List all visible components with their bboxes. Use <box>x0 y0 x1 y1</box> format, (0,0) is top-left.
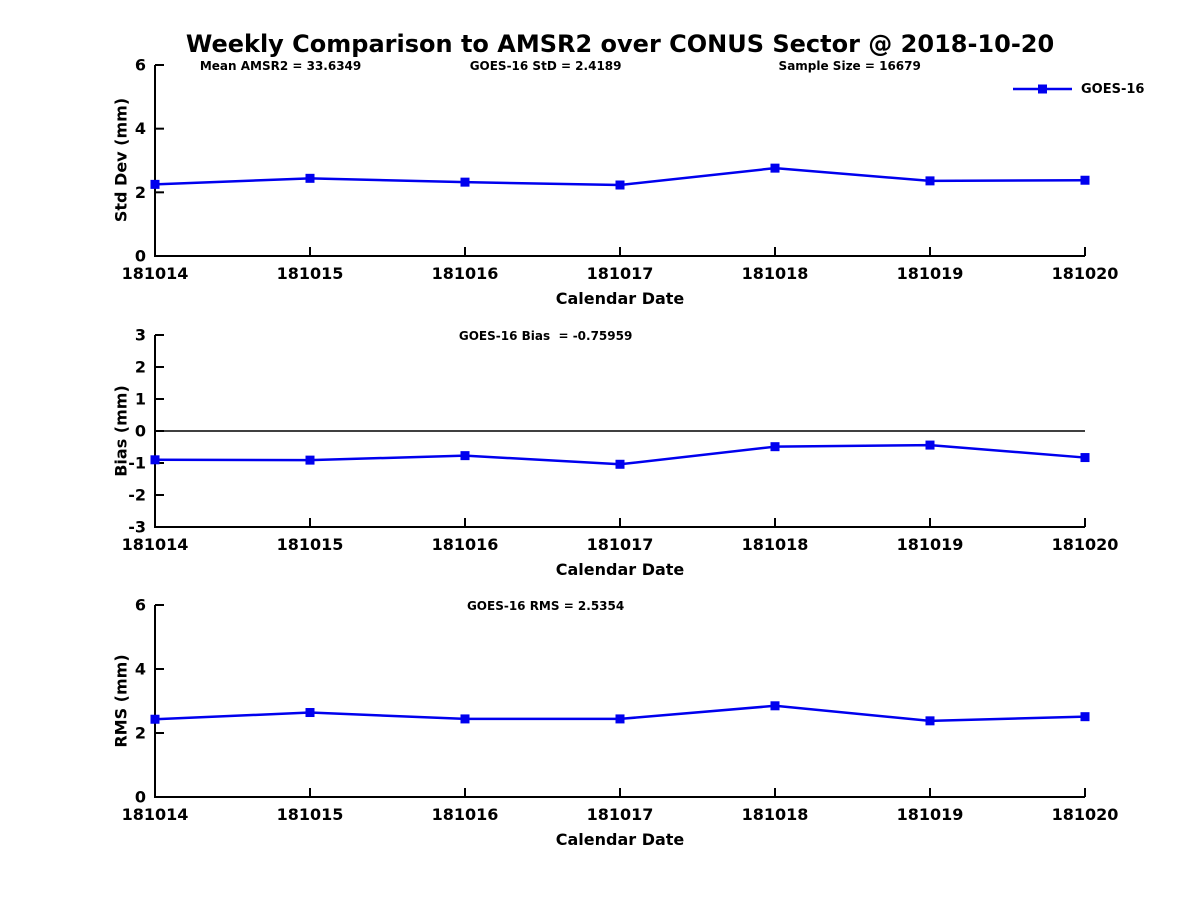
x-tick-label: 181015 <box>277 805 344 824</box>
x-tick-label: 181014 <box>122 535 189 554</box>
data-point-marker <box>615 714 625 724</box>
data-point-marker <box>615 180 625 190</box>
data-point-marker <box>615 459 625 469</box>
data-point-marker <box>1080 175 1090 185</box>
y-tick-label: -1 <box>128 454 146 473</box>
y-tick-label: 1 <box>135 390 146 409</box>
y-tick-label: 4 <box>135 660 146 679</box>
x-tick-label: 181015 <box>277 535 344 554</box>
x-tick-label: 181014 <box>122 264 189 283</box>
y-tick-label: 4 <box>135 119 146 138</box>
x-tick-label: 181018 <box>742 264 809 283</box>
y-axis-title-stddev: Std Dev (mm) <box>111 97 131 223</box>
x-tick-label: 181018 <box>742 805 809 824</box>
x-tick-label: 181020 <box>1052 264 1119 283</box>
x-tick-label: 181017 <box>587 535 654 554</box>
x-tick-label: 181018 <box>742 535 809 554</box>
x-tick-label: 181016 <box>432 535 499 554</box>
y-tick-label: 0 <box>135 247 146 266</box>
legend-line-sample-icon <box>1013 84 1072 94</box>
legend: GOES-16 <box>1012 80 1144 98</box>
data-point-marker <box>460 714 470 724</box>
x-axis-title-bias: Calendar Date <box>555 560 685 579</box>
x-tick-label: 181020 <box>1052 535 1119 554</box>
y-axis-title-bias: Bias (mm) <box>111 385 131 477</box>
figure-title: Weekly Comparison to AMSR2 over CONUS Se… <box>185 30 1055 58</box>
x-tick-label: 181017 <box>587 264 654 283</box>
y-tick-label: 2 <box>135 358 146 377</box>
data-point-marker <box>925 716 935 726</box>
chart-annotation: Sample Size = 16679 <box>778 59 921 73</box>
chart-annotation: GOES-16 Bias = -0.75959 <box>458 329 633 343</box>
y-tick-label: 6 <box>135 56 146 75</box>
data-point-marker <box>150 714 160 724</box>
data-point-marker <box>460 177 470 187</box>
data-point-marker <box>1080 712 1090 722</box>
data-point-marker <box>305 455 315 465</box>
data-point-marker <box>150 179 160 189</box>
data-point-marker <box>305 173 315 183</box>
chart-annotation: GOES-16 RMS = 2.5354 <box>466 599 625 613</box>
y-tick-label: -2 <box>128 486 146 505</box>
chart-annotation: GOES-16 StD = 2.4189 <box>469 59 622 73</box>
data-point-marker <box>1080 453 1090 463</box>
data-point-marker <box>460 451 470 461</box>
x-tick-label: 181014 <box>122 805 189 824</box>
x-axis-title-stddev: Calendar Date <box>555 289 685 308</box>
x-tick-label: 181020 <box>1052 805 1119 824</box>
x-axis-title-rms: Calendar Date <box>555 830 685 849</box>
y-tick-label: 2 <box>135 183 146 202</box>
y-axis-title-rms: RMS (mm) <box>111 654 131 748</box>
y-tick-label: 0 <box>135 422 146 441</box>
y-tick-label: 2 <box>135 724 146 743</box>
y-tick-label: 6 <box>135 596 146 615</box>
y-tick-label: 3 <box>135 326 146 345</box>
data-point-marker <box>770 163 780 173</box>
x-tick-label: 181019 <box>897 805 964 824</box>
data-point-marker <box>150 455 160 465</box>
data-point-marker <box>925 440 935 450</box>
x-tick-label: 181016 <box>432 805 499 824</box>
legend-marker-icon <box>1038 84 1047 94</box>
x-tick-label: 181017 <box>587 805 654 824</box>
data-point-marker <box>770 442 780 452</box>
x-tick-label: 181019 <box>897 535 964 554</box>
legend-label: GOES-16 <box>1081 81 1145 97</box>
data-point-marker <box>925 176 935 186</box>
x-tick-label: 181016 <box>432 264 499 283</box>
data-point-marker <box>770 701 780 711</box>
y-tick-label: -3 <box>128 518 146 537</box>
chart-annotation: Mean AMSR2 = 33.6349 <box>199 59 362 73</box>
x-tick-label: 181019 <box>897 264 964 283</box>
x-tick-label: 181015 <box>277 264 344 283</box>
y-tick-label: 0 <box>135 788 146 807</box>
data-point-marker <box>305 708 315 718</box>
